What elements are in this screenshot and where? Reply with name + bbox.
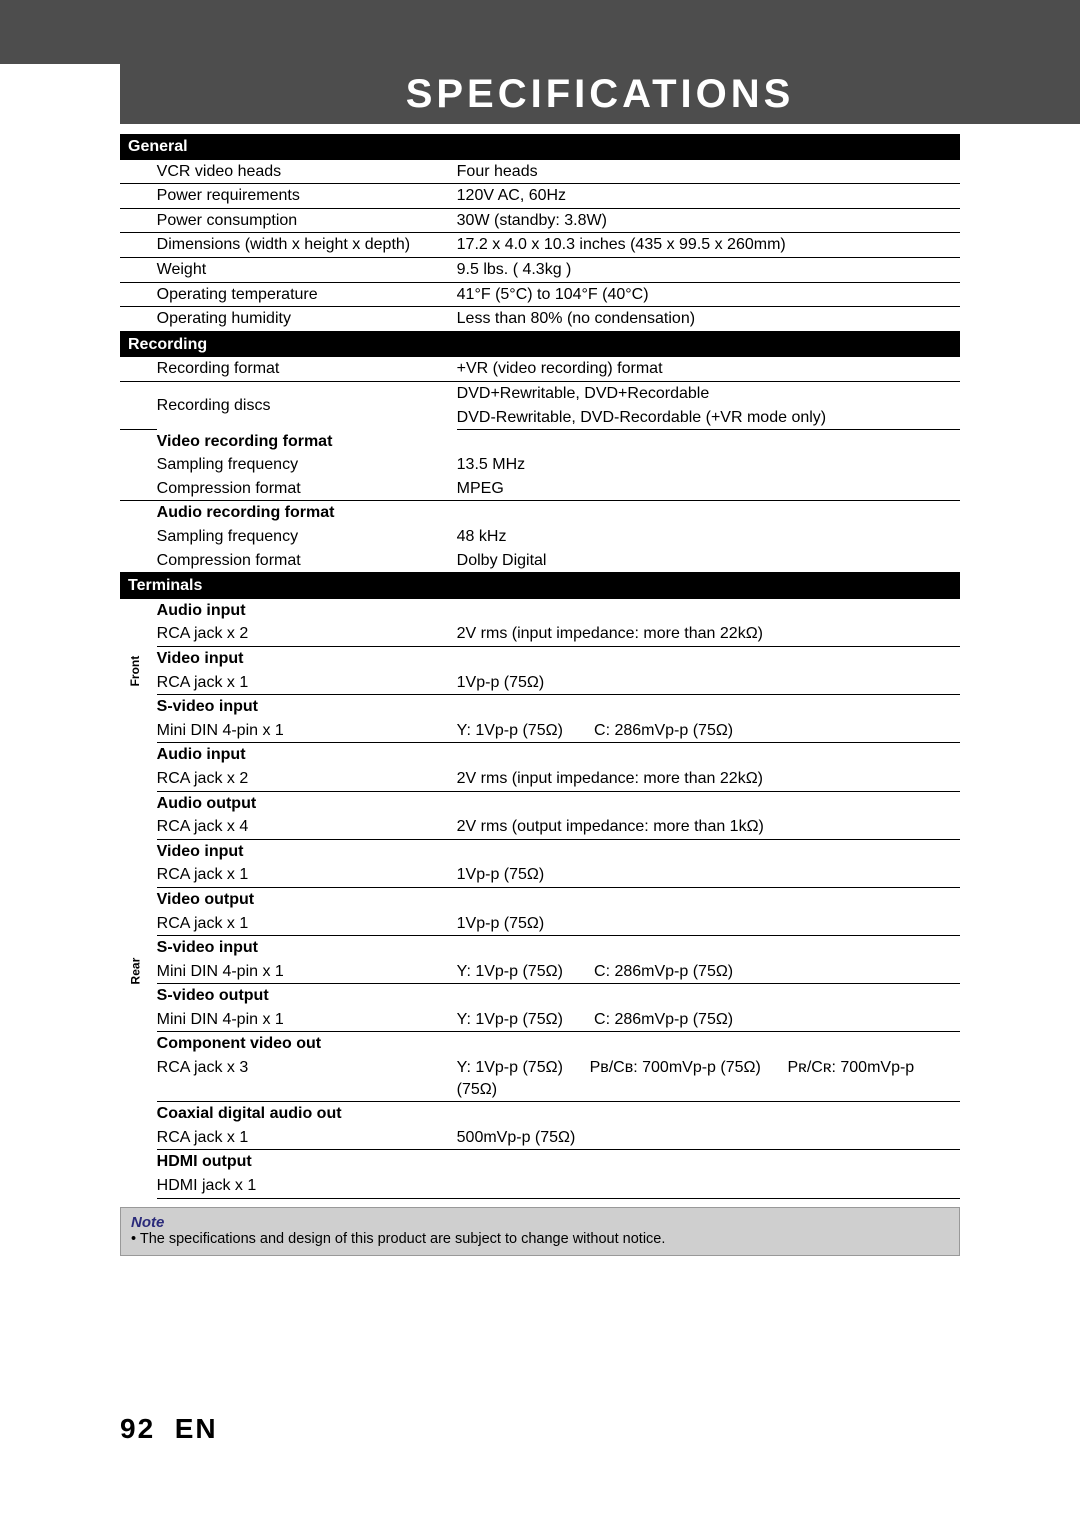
row-rear-1-v: RCA jack x 42V rms (output impedance: mo… <box>120 815 960 839</box>
row-general-5: Operating temperature41°F (5°C) to 104°F… <box>120 282 960 307</box>
row-general-2: Power consumption30W (standby: 3.8W) <box>120 208 960 233</box>
spec-table: General VCR video headsFour heads Power … <box>120 134 960 1199</box>
row-general-0: VCR video headsFour heads <box>120 160 960 184</box>
row-general-3: Dimensions (width x height x depth)17.2 … <box>120 233 960 258</box>
row-general-6: Operating humidityLess than 80% (no cond… <box>120 307 960 332</box>
row-rear-4-h: S-video input <box>120 936 960 960</box>
note-title: Note <box>131 1214 949 1231</box>
row-rear-5-v: Mini DIN 4-pin x 1Y: 1Vp-p (75Ω) C: 286m… <box>120 1008 960 1032</box>
row-rear-8-h: HDMI output <box>120 1150 960 1174</box>
row-rear-0-v: RCA jack x 22V rms (input impedance: mor… <box>120 767 960 791</box>
page-number: 92 EN <box>120 1413 218 1445</box>
row-rear-2-h: Video input <box>120 839 960 863</box>
row-front-1-v: RCA jack x 11Vp-p (75Ω) <box>120 671 960 695</box>
row-general-1: Power requirements120V AC, 60Hz <box>120 184 960 209</box>
row-rec-discs-1: Recording discsDVD+Rewritable, DVD+Recor… <box>120 381 960 405</box>
top-bar <box>0 0 1080 64</box>
note-body: • The specifications and design of this … <box>131 1231 949 1247</box>
row-video-rec-heading: Video recording format <box>120 430 960 454</box>
row-front-0-v: RCA jack x 22V rms (input impedance: mor… <box>120 622 960 646</box>
section-terminals-header: Terminals <box>120 573 960 599</box>
row-rear-2-v: RCA jack x 11Vp-p (75Ω) <box>120 863 960 887</box>
row-front-2-v: Mini DIN 4-pin x 1Y: 1Vp-p (75Ω) C: 286m… <box>120 719 960 743</box>
component-values: Y: 1Vp-p (75Ω) Pʙ/Cʙ: 700mVp-p (75Ω) Pʀ/… <box>457 1056 960 1102</box>
row-rear-5-h: S-video output <box>120 984 960 1008</box>
title-row: SPECIFICATIONS <box>0 64 1080 124</box>
row-rear-7-v: RCA jack x 1500mVp-p (75Ω) <box>120 1126 960 1150</box>
row-video-rec-1: Compression formatMPEG <box>120 477 960 501</box>
row-front-0-h: Front Audio input <box>120 599 960 623</box>
row-rear-1-h: Audio output <box>120 791 960 815</box>
rear-label: Rear <box>127 957 143 984</box>
row-general-4: Weight9.5 lbs. ( 4.3kg ) <box>120 257 960 282</box>
content: General VCR video headsFour heads Power … <box>0 134 1080 1256</box>
row-rear-6-h: Component video out <box>120 1032 960 1056</box>
section-recording-header: Recording <box>120 331 960 357</box>
row-audio-rec-0: Sampling frequency48 kHz <box>120 525 960 549</box>
page-title: SPECIFICATIONS <box>120 64 1080 124</box>
row-front-1-h: Video input <box>120 646 960 670</box>
row-rear-6-v: RCA jack x 3 Y: 1Vp-p (75Ω) Pʙ/Cʙ: 700mV… <box>120 1056 960 1102</box>
row-rear-3-h: Video output <box>120 887 960 911</box>
front-label: Front <box>127 656 143 687</box>
note-box: Note • The specifications and design of … <box>120 1207 960 1256</box>
row-rec-format: Recording format+VR (video recording) fo… <box>120 357 960 381</box>
row-rear-8-v: HDMI jack x 1 <box>120 1174 960 1198</box>
row-audio-rec-heading: Audio recording format <box>120 501 960 525</box>
section-general-header: General <box>120 134 960 160</box>
row-rear-3-v: RCA jack x 11Vp-p (75Ω) <box>120 912 960 936</box>
row-video-rec-0: Sampling frequency13.5 MHz <box>120 453 960 477</box>
row-audio-rec-1: Compression formatDolby Digital <box>120 549 960 573</box>
row-rear-0-h: Rear Audio input <box>120 743 960 767</box>
row-rear-7-h: Coaxial digital audio out <box>120 1102 960 1126</box>
row-front-2-h: S-video input <box>120 695 960 719</box>
row-rear-4-v: Mini DIN 4-pin x 1Y: 1Vp-p (75Ω) C: 286m… <box>120 960 960 984</box>
title-stub <box>0 64 120 124</box>
